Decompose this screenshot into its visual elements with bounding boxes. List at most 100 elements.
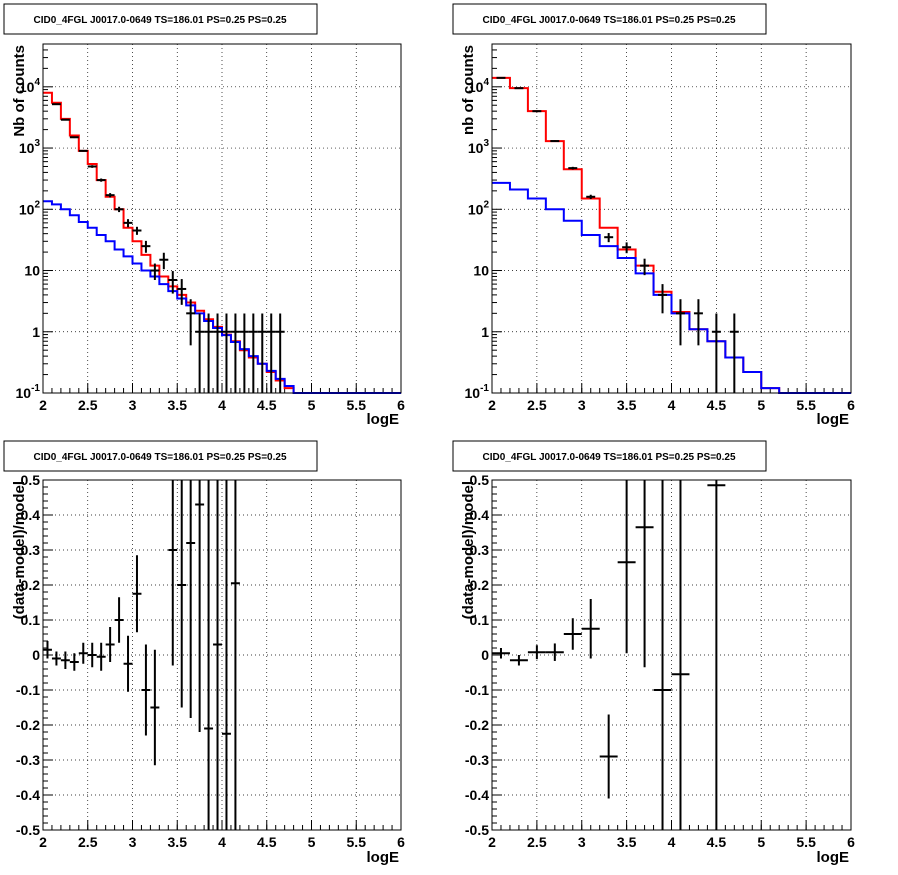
- x-tick-label: 5.5: [796, 834, 816, 850]
- y-tick-label: 0.5: [21, 472, 41, 488]
- data-point: [60, 118, 70, 121]
- y-tick-label: -0.2: [16, 717, 40, 733]
- data-point: [204, 480, 214, 830]
- data-point: [141, 644, 151, 736]
- panel-bottom-right: CID0_4FGL J0017.0-0649 TS=186.01 PS=0.25…: [452, 440, 855, 866]
- data-point: [671, 480, 690, 830]
- x-tick-label: 5: [308, 397, 316, 413]
- y-axis-title: (data-model)/model: [11, 481, 28, 619]
- histogram-series-red: [492, 76, 851, 394]
- data-point: [266, 313, 276, 393]
- data-point: [168, 480, 178, 666]
- title-box: [452, 3, 767, 35]
- data-point: [177, 279, 187, 305]
- data-point: [69, 136, 79, 139]
- x-tick-label: 2: [488, 834, 496, 850]
- y-axis-title: Nb of counts: [11, 45, 28, 137]
- panel-top-left: CID0_4FGL J0017.0-0649 TS=186.01 PS=0.25…: [3, 3, 405, 428]
- y-tick-label: 0.2: [470, 577, 490, 593]
- data-point: [168, 271, 178, 294]
- x-tick-label: 6: [847, 834, 855, 850]
- data-point: [150, 649, 160, 766]
- x-tick-label: 6: [397, 834, 405, 850]
- y-axis-title: (data-model)/model: [460, 481, 477, 619]
- data-point: [514, 87, 524, 90]
- y-tick-label: 1: [32, 324, 40, 340]
- data-point: [711, 313, 721, 393]
- x-tick-label: 4: [218, 397, 226, 413]
- data-point: [186, 299, 196, 346]
- y-tick-label: 102: [19, 199, 41, 217]
- y-tick-label: 0.3: [470, 542, 490, 558]
- data-point: [496, 76, 506, 79]
- title-box: [452, 440, 767, 472]
- data-point: [275, 313, 285, 393]
- y-tick-label: 0.2: [21, 577, 41, 593]
- data-point: [707, 480, 726, 830]
- data-point: [563, 618, 582, 650]
- x-tick-label: 3.5: [168, 397, 188, 413]
- plot-frame: [491, 43, 852, 394]
- x-axis-title: logE: [817, 849, 850, 866]
- y-tick-label: -0.5: [465, 822, 489, 838]
- data-point: [105, 193, 115, 198]
- y-tick-label: 0: [481, 647, 489, 663]
- data-point: [622, 242, 632, 254]
- y-tick-label: 1: [481, 324, 489, 340]
- y-tick-label: 0.4: [21, 507, 41, 523]
- data-point: [195, 313, 205, 393]
- y-tick-label: 103: [19, 138, 41, 156]
- x-tick-label: 4.5: [257, 834, 277, 850]
- data-point: [675, 299, 685, 346]
- data-point: [186, 480, 196, 718]
- data-point: [599, 714, 618, 799]
- x-tick-label: 4: [668, 834, 676, 850]
- y-tick-label: 0.5: [470, 472, 490, 488]
- data-point: [213, 480, 222, 830]
- data-point: [177, 480, 187, 708]
- x-axis-title: logE: [367, 849, 400, 866]
- data-point: [78, 642, 88, 664]
- data-point: [509, 655, 528, 666]
- x-tick-label: 6: [847, 397, 855, 413]
- data-point: [114, 597, 124, 643]
- plot-frame: [42, 479, 402, 831]
- data-point: [230, 313, 240, 393]
- data-point: [635, 480, 654, 668]
- y-tick-label: 0.1: [470, 612, 490, 628]
- y-tick-label: -0.1: [465, 682, 489, 698]
- data-point: [204, 313, 214, 393]
- y-tick-label: -0.3: [16, 752, 40, 768]
- x-tick-label: 2.5: [78, 397, 98, 413]
- x-tick-label: 6: [397, 397, 405, 413]
- data-point: [43, 641, 52, 659]
- y-tick-label: 104: [19, 77, 41, 95]
- x-tick-label: 5: [757, 834, 765, 850]
- x-tick-label: 2.5: [78, 834, 98, 850]
- y-tick-label: 104: [468, 77, 490, 95]
- y-tick-label: 10-1: [465, 383, 490, 401]
- x-tick-label: 3: [578, 397, 586, 413]
- title-box: [3, 3, 318, 35]
- data-point: [653, 480, 672, 830]
- data-point: [87, 165, 97, 168]
- x-tick-label: 2.5: [527, 397, 547, 413]
- plot-area: 2 2.5 3 3.5 4 4.5 5 5.5 6 10-1 1 10 102 103 104: [465, 43, 855, 413]
- y-tick-label: 0: [32, 647, 40, 663]
- data-point: [123, 219, 133, 228]
- y-tick-label: -0.4: [465, 787, 489, 803]
- data-point: [257, 313, 267, 393]
- x-tick-label: 3.5: [168, 834, 188, 850]
- histogram-series-blue: [492, 181, 851, 394]
- y-tick-label: -0.1: [16, 682, 40, 698]
- data-point: [96, 178, 106, 182]
- y-tick-label: -0.2: [465, 717, 489, 733]
- y-axis-title: nb of counts: [460, 45, 477, 135]
- x-tick-label: 4.5: [707, 397, 727, 413]
- x-tick-label: 2: [39, 397, 47, 413]
- x-tick-label: 4: [668, 397, 676, 413]
- chart-title: CID0_4FGL J0017.0-0649 TS=186.01 PS=0.25…: [33, 15, 286, 26]
- x-tick-label: 2: [488, 397, 496, 413]
- y-tick-label: 0.1: [21, 612, 41, 628]
- data-point: [617, 480, 636, 654]
